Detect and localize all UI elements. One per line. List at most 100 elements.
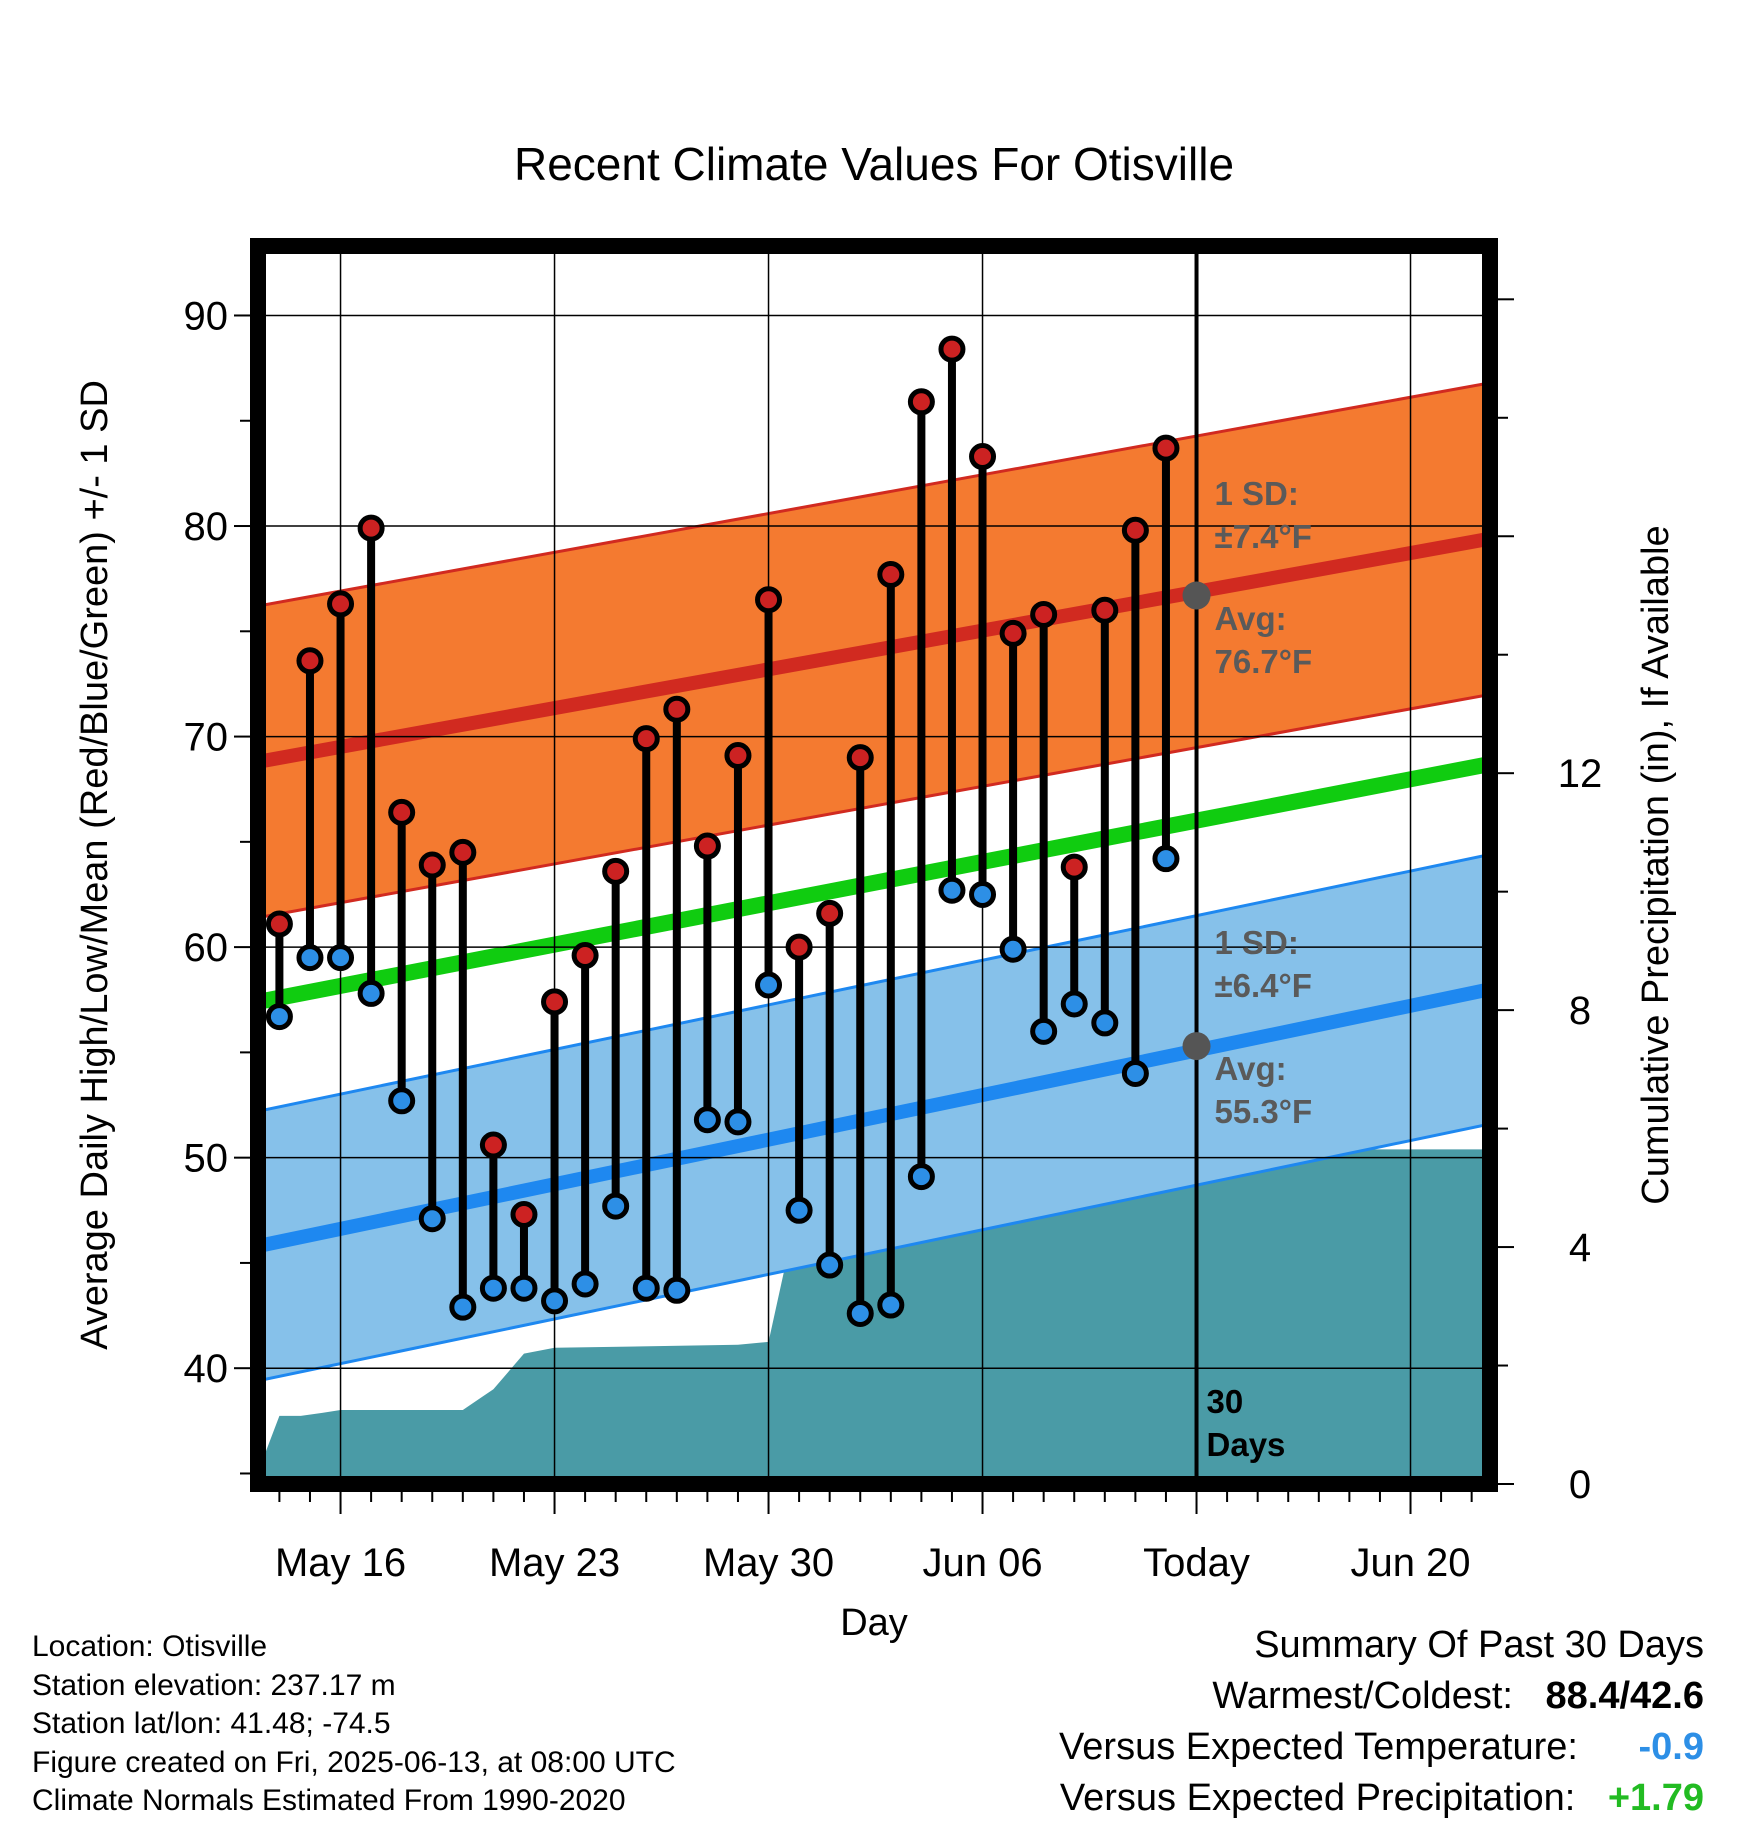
normal-high-line <box>258 531 1490 769</box>
low-temp-point <box>693 1106 721 1134</box>
high-temp-point <box>724 742 752 770</box>
y-tick-label: 60 <box>184 926 229 970</box>
low-temp-point <box>449 1293 477 1321</box>
chart-title: Recent Climate Values For Otisville <box>514 138 1234 190</box>
high-temp-point <box>663 695 691 723</box>
low-temp-point <box>724 1108 752 1136</box>
precip-label: Versus Expected Precipitation: <box>1059 1777 1576 1819</box>
low-temp-point <box>541 1287 569 1315</box>
low-temp-point <box>479 1274 507 1302</box>
plot-content: 1 SD: ±7.4°F Avg: 76.7°F 1 SD: ±6.4°F Avg: 55.3… <box>258 246 1490 1484</box>
high-temp-point <box>1060 853 1088 881</box>
low-temp-point <box>296 944 324 972</box>
elevation-text: Station elevation: 237.17 m <box>32 1668 396 1702</box>
y-tick-label: 40 <box>184 1347 229 1391</box>
x-tick-label: May 30 <box>703 1541 834 1585</box>
low-temp-point <box>571 1270 599 1298</box>
low-temp-point <box>999 935 1027 963</box>
low-temp-point <box>1030 1017 1058 1045</box>
low-avg-label: Avg: <box>1215 1050 1287 1087</box>
low-temp-point <box>846 1299 874 1327</box>
y-axis-title: Average Daily High/Low/Mean (Red/Blue/Gr… <box>74 380 116 1350</box>
low-temp-point <box>1091 1009 1119 1037</box>
precip-value: +1.79 <box>1607 1777 1704 1819</box>
high-sd-value: ±7.4°F <box>1215 518 1312 555</box>
high-temp-point <box>357 514 385 542</box>
low-temp-point <box>602 1192 630 1220</box>
high-temp-point <box>1152 434 1180 462</box>
high-temp-point <box>265 910 293 938</box>
latlon-text: Station lat/lon: 41.48; -74.5 <box>32 1707 391 1740</box>
low-temp-point <box>327 944 355 972</box>
high-temp-point <box>571 942 599 970</box>
high-temp-point <box>296 647 324 675</box>
high-temp-point <box>969 443 997 471</box>
y2-tick-label: 0 <box>1569 1463 1591 1507</box>
y-tick-label: 90 <box>184 294 229 338</box>
summary-precip-row: Versus Expected Precipitation: +1.79 <box>1059 1773 1704 1824</box>
low-temp-point <box>663 1276 691 1304</box>
high-avg-marker <box>1182 581 1211 610</box>
low-sd-value: ±6.4°F <box>1215 967 1312 1004</box>
low-temp-point <box>877 1291 905 1319</box>
y2-tick-label: 8 <box>1569 989 1591 1033</box>
high-temp-point <box>602 857 630 885</box>
low-temp-point <box>755 971 783 999</box>
days-count-label: 30 <box>1207 1383 1244 1420</box>
high-avg-label: Avg: <box>1215 600 1287 637</box>
warmest-label: Warmest/Coldest: <box>1212 1675 1513 1717</box>
x-tick-label: Jun 20 <box>1350 1541 1470 1585</box>
high-temp-point <box>938 335 966 363</box>
summary-warmest-row: Warmest/Coldest: 88.4/42.6 <box>1059 1671 1704 1722</box>
high-temp-point <box>816 899 844 927</box>
high-temp-point <box>1121 516 1149 544</box>
high-avg-value: 76.7°F <box>1215 643 1313 680</box>
y-tick-label: 70 <box>184 716 229 760</box>
high-temp-point <box>449 838 477 866</box>
high-normal-band-upper <box>258 381 1490 608</box>
created-text: Figure created on Fri, 2025-06-13, at 08… <box>32 1745 676 1779</box>
high-temp-point <box>388 798 416 826</box>
summary-title: Summary Of Past 30 Days <box>1254 1624 1704 1666</box>
precip-area <box>258 1149 1490 1484</box>
high-temp-point <box>846 744 874 772</box>
plot-area: 1 SD: ±7.4°F Avg: 76.7°F 1 SD: ±6.4°F Avg: 55.3… <box>184 238 1603 1585</box>
x-tick-label: Jun 06 <box>922 1541 1042 1585</box>
y-tick-label: 50 <box>184 1137 229 1181</box>
summary-panel: Summary Of Past 30 Days Warmest/Coldest:… <box>1059 1620 1704 1824</box>
y2-tick-label: 4 <box>1569 1226 1591 1270</box>
high-temp-point <box>510 1201 538 1229</box>
high-temp-point <box>327 590 355 618</box>
low-temp-point <box>418 1205 446 1233</box>
low-temp-point <box>1060 990 1088 1018</box>
high-temp-point <box>693 832 721 860</box>
low-avg-value: 55.3°F <box>1215 1093 1313 1130</box>
low-sd-label: 1 SD: <box>1215 924 1299 961</box>
plot-frame <box>250 238 1498 1492</box>
high-temp-point <box>907 388 935 416</box>
high-temp-point <box>1091 596 1119 624</box>
high-temp-point <box>877 560 905 588</box>
station-info: Location: Otisville Station elevation: 2… <box>32 1628 676 1821</box>
low-temp-point <box>510 1274 538 1302</box>
y2-tick-label: 12 <box>1558 752 1603 796</box>
x-tick-label: Today <box>1143 1541 1250 1585</box>
y2-axis-title: Cumulative Precipitation (in), If Availa… <box>1635 525 1677 1204</box>
low-temp-point <box>1121 1059 1149 1087</box>
low-temp-point <box>816 1251 844 1279</box>
low-temp-point <box>632 1274 660 1302</box>
x-tick-label: May 23 <box>489 1541 620 1585</box>
low-temp-point <box>1152 845 1180 873</box>
low-temp-point <box>388 1087 416 1115</box>
y-tick-label: 80 <box>184 505 229 549</box>
normals-text: Climate Normals Estimated From 1990-2020 <box>32 1784 626 1817</box>
low-temp-point <box>265 1003 293 1031</box>
low-normal-band-lower <box>258 1122 1490 1383</box>
high-temp-point <box>1030 600 1058 628</box>
location-text: Location: Otisville <box>32 1630 268 1663</box>
high-temp-point <box>999 619 1027 647</box>
low-temp-point <box>357 979 385 1007</box>
high-temp-point <box>541 988 569 1016</box>
high-temp-point <box>755 586 783 614</box>
